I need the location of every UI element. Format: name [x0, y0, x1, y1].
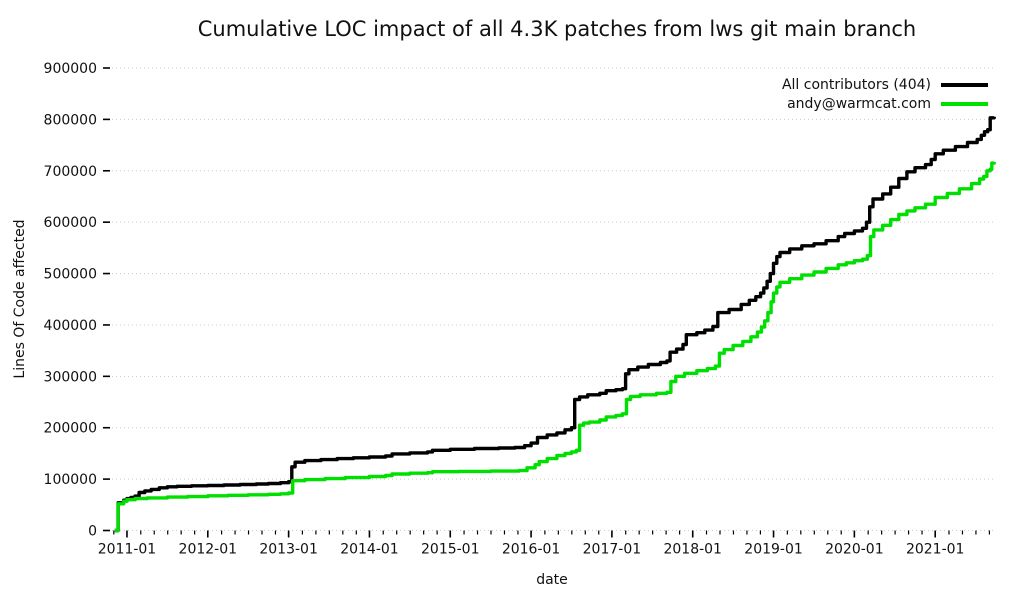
legend-line-sample	[941, 82, 988, 87]
x-tick-label: 2015-01	[421, 542, 480, 558]
y-tick-label: 500000	[44, 267, 97, 283]
legend-row: andy@warmcat.com	[782, 94, 988, 113]
y-tick-label: 0	[88, 524, 97, 540]
x-axis-label: date	[536, 572, 568, 588]
x-tick-label: 2020-01	[825, 542, 884, 558]
series-line-all-contributors	[114, 116, 996, 533]
x-tick-label: 2018-01	[663, 542, 722, 558]
legend-label: All contributors (404)	[781, 76, 931, 93]
x-tick-label: 2016-01	[502, 542, 561, 558]
legend-line-sample	[941, 101, 988, 106]
chart-title: Cumulative LOC impact of all 4.3K patche…	[197, 17, 917, 41]
x-tick-label: 2013-01	[259, 542, 318, 558]
x-tick-label: 2017-01	[583, 542, 642, 558]
y-axis-label: Lines Of Code affected	[12, 219, 28, 379]
y-tick-label: 600000	[44, 215, 97, 231]
y-tick-label: 700000	[44, 164, 97, 180]
y-tick-label: 200000	[44, 421, 97, 437]
y-tick-label: 800000	[44, 112, 97, 128]
x-tick-label: 2014-01	[340, 542, 399, 558]
y-tick-label: 900000	[44, 61, 97, 77]
legend-label: andy@warmcat.com	[787, 95, 931, 112]
y-tick-label: 100000	[44, 472, 97, 488]
x-tick-label: 2011-01	[98, 542, 157, 558]
legend: All contributors (404) andy@warmcat.com	[782, 75, 988, 113]
legend-row: All contributors (404)	[782, 75, 988, 94]
y-tick-label: 300000	[44, 369, 97, 385]
x-tick-label: 2012-01	[179, 542, 238, 558]
y-tick-label: 400000	[44, 318, 97, 334]
x-tick-label: 2019-01	[744, 542, 803, 558]
series-line-andy	[114, 161, 996, 533]
x-tick-label: 2021-01	[906, 542, 965, 558]
